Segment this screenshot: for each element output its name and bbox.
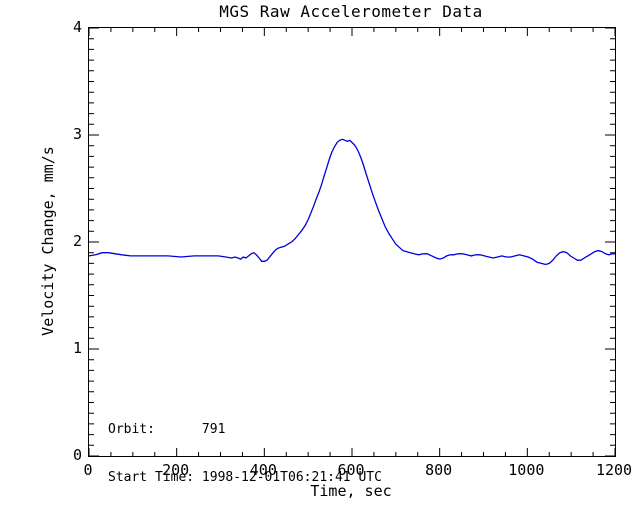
x-tick-label: 200 xyxy=(162,461,190,479)
x-axis-title: Time, sec xyxy=(310,482,392,500)
x-tick-label: 1200 xyxy=(595,461,633,479)
x-tick-label: 800 xyxy=(425,461,453,479)
axis-ticks xyxy=(89,28,615,456)
orbit-annotation: Orbit: 791 xyxy=(108,422,226,437)
x-tick-label: 400 xyxy=(249,461,277,479)
y-tick-label: 1 xyxy=(72,339,82,357)
x-tick-label: 1000 xyxy=(508,461,545,479)
velocity-curve xyxy=(89,138,615,266)
plot-canvas xyxy=(89,28,615,456)
y-tick-label: 2 xyxy=(72,232,82,250)
y-tick-label: 0 xyxy=(72,446,82,464)
chart-title: MGS Raw Accelerometer Data xyxy=(219,2,483,21)
x-tick-label: 0 xyxy=(83,461,93,479)
x-tick-label: 600 xyxy=(337,461,365,479)
y-axis-title: Velocity Change, mm/s xyxy=(39,146,57,336)
y-tick-label: 4 xyxy=(72,18,82,36)
plot-area xyxy=(88,27,616,457)
annotation-block: Orbit: 791 Start Time: 1998-12-01T06:21:… xyxy=(108,390,382,512)
start-time-annotation: Start Time: 1998-12-01T06:21:41 UTC xyxy=(108,470,382,485)
y-tick-label: 3 xyxy=(72,125,82,143)
